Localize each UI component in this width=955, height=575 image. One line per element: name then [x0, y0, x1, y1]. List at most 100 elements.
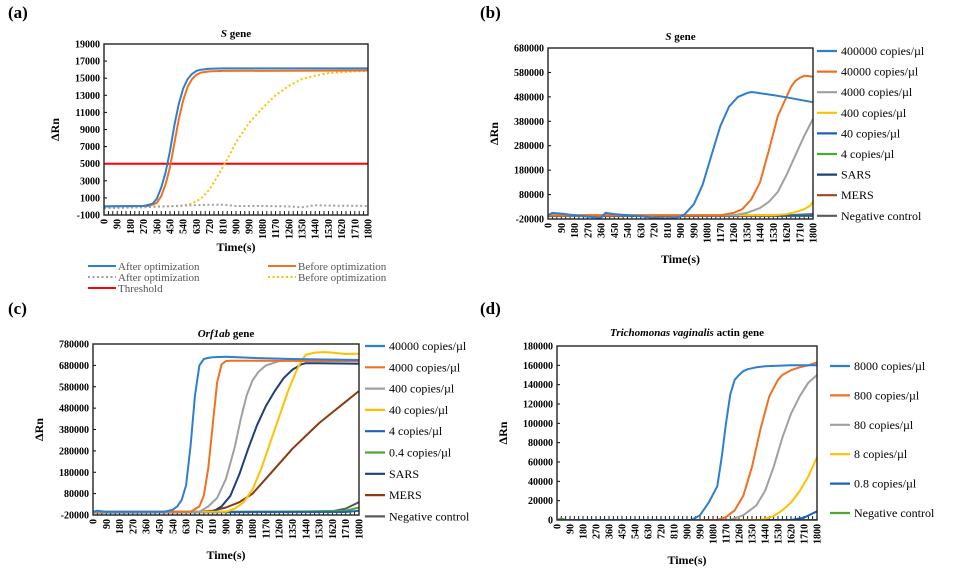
y-tick-label: 3000	[80, 176, 100, 187]
y-tick-label: 180000	[59, 468, 89, 479]
x-tick-label: 1800	[813, 524, 824, 544]
legend: 8000 copies/µl 800 copies/µl 80 copies/µl 8…	[830, 359, 935, 520]
legend-label: 8000 copies/µl	[854, 359, 926, 373]
x-tick-label: 450	[155, 519, 166, 534]
x-tick-label: 1350	[748, 524, 759, 544]
series-line-before-optimization-dotted	[104, 69, 369, 208]
legend-label: 0.8 copies/µl	[854, 477, 917, 491]
y-tick-label: 7000	[80, 142, 100, 153]
x-tick-label: 270	[128, 519, 139, 534]
y-tick-label: 0	[548, 516, 553, 527]
x-tick-label: 900	[683, 524, 694, 539]
y-tick-label: 5000	[80, 159, 100, 170]
x-tick-label: 810	[208, 519, 219, 534]
legend-label: MERS	[389, 488, 422, 502]
series-line-80-copies-l	[557, 374, 818, 520]
x-axis-label: Time(s)	[661, 252, 700, 266]
chart-title-rest: actin gene	[714, 327, 764, 339]
x-tick-label: 1170	[271, 219, 282, 238]
panel-d: (d) Trichomonas vaginalis actin gene 0 2000…	[480, 299, 935, 567]
x-tick-label: 540	[168, 519, 179, 534]
x-axis-label: Time(s)	[667, 553, 706, 567]
y-tick-label: 180000	[523, 342, 553, 353]
x-tick-label: 360	[597, 223, 608, 238]
y-tick-label: 580000	[59, 382, 89, 393]
x-tick-label: 810	[663, 223, 674, 238]
x-tick-label: 1170	[722, 524, 733, 543]
legend-label: Before optimization	[298, 272, 387, 284]
legend-label: SARS	[841, 168, 871, 182]
x-tick-label: 1260	[729, 223, 740, 243]
x-tick-label: 1170	[261, 519, 272, 538]
legend-label: Negative control	[389, 509, 470, 523]
series-group	[93, 351, 360, 514]
legend-item: MERS	[365, 488, 422, 502]
legend-item: Negative control	[365, 509, 470, 523]
x-tick-label: 1710	[350, 219, 361, 239]
y-tick-label: 280000	[514, 141, 544, 152]
y-tick-label: 40000	[528, 477, 553, 488]
y-tick-label: 80000	[519, 190, 544, 201]
chart-title: Orf1ab gene	[198, 328, 255, 340]
y-tick-label: 15000	[75, 74, 100, 85]
x-tick-label: 540	[631, 524, 642, 539]
legend-label: 4 copies/µl	[841, 147, 895, 161]
x-tick-label: 810	[218, 219, 229, 234]
x-tick-label: 1260	[275, 519, 286, 539]
x-tick-label: 540	[623, 223, 634, 238]
legend-item: 4000 copies/µl	[817, 85, 913, 99]
legend: After optimization Before optimization Aft…	[88, 261, 387, 295]
chart-title-italic: S	[221, 28, 227, 40]
x-tick-label: 630	[182, 519, 193, 534]
x-tick-label: 90	[557, 223, 568, 233]
legend-item: MERS	[817, 188, 874, 202]
x-tick-label: 1350	[742, 223, 753, 243]
legend-item: 400000 copies/µl	[817, 44, 925, 58]
series-line-4000-copies-l	[548, 118, 814, 217]
x-tick-label: 0	[553, 524, 564, 529]
x-tick-label: 450	[618, 524, 629, 539]
x-tick-label: 990	[689, 223, 700, 238]
chart-title-rest: gene	[230, 328, 254, 340]
legend-label: Before optimization	[298, 261, 387, 273]
y-axis-label: ΔRn	[48, 118, 62, 141]
legend-item: SARS	[365, 467, 419, 481]
series-line-0-8-copies-l	[557, 510, 818, 520]
chart-title-italic: Orf1ab	[198, 328, 231, 340]
chart-title: S gene	[665, 31, 695, 43]
x-tick-label: 450	[610, 223, 621, 238]
y-axis-label: ΔRn	[32, 418, 46, 441]
x-tick-label: 270	[592, 524, 603, 539]
x-tick-label: 0	[89, 519, 100, 524]
x-tick-label: 720	[657, 524, 668, 539]
x-tick-label: 900	[232, 219, 243, 234]
y-tick-label: 17000	[75, 57, 100, 68]
legend-label: 4000 copies/µl	[841, 85, 913, 99]
y-tick-label: 280000	[59, 446, 89, 457]
legend-label: 40 copies/µl	[841, 126, 901, 140]
x-tick-label: 990	[245, 219, 256, 234]
series-line-4000-copies-l	[93, 359, 360, 513]
x-tick-label: 630	[636, 223, 647, 238]
x-tick-label: 180	[570, 223, 581, 238]
x-tick-label: 90	[113, 219, 124, 229]
x-tick-label: 720	[650, 223, 661, 238]
x-tick-label: 1440	[311, 219, 322, 239]
legend-item: SARS	[817, 168, 871, 182]
y-tick-label: 13000	[75, 91, 100, 102]
y-tick-label: -20000	[516, 215, 544, 226]
legend-label: 4 copies/µl	[389, 424, 443, 438]
series-line-before-optimization	[104, 69, 369, 208]
x-tick-label: 1440	[761, 524, 772, 544]
legend-item: 4000 copies/µl	[365, 360, 461, 374]
legend-label: After optimization	[118, 272, 200, 284]
x-tick-label: 360	[142, 519, 153, 534]
legend-item: Before optimization	[268, 272, 387, 284]
legend-item: Negative control	[830, 506, 935, 520]
y-tick-label: 120000	[523, 400, 553, 411]
x-tick-label: 1620	[328, 519, 339, 539]
series-group	[104, 67, 369, 210]
chart-title-rest: gene	[227, 28, 251, 40]
panel-b: (b) S gene -20000 80000 180000 280000 380000 48…	[480, 3, 925, 266]
